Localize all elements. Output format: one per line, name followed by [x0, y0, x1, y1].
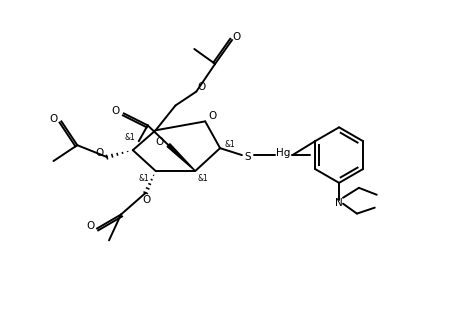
Text: Hg: Hg — [276, 148, 291, 158]
Text: &1: &1 — [198, 174, 208, 183]
Text: O: O — [155, 137, 164, 147]
Text: O: O — [142, 195, 151, 205]
Polygon shape — [167, 144, 195, 171]
Text: &1: &1 — [138, 174, 149, 183]
Text: N: N — [335, 198, 343, 208]
Text: O: O — [86, 220, 94, 230]
Text: &1: &1 — [224, 140, 235, 149]
Text: O: O — [197, 82, 205, 92]
Text: O: O — [95, 148, 103, 158]
Text: O: O — [208, 112, 216, 122]
Text: O: O — [233, 32, 241, 42]
Text: &1: &1 — [125, 133, 135, 142]
Text: S: S — [245, 152, 251, 162]
Text: O: O — [49, 115, 58, 125]
Text: O: O — [112, 107, 120, 117]
